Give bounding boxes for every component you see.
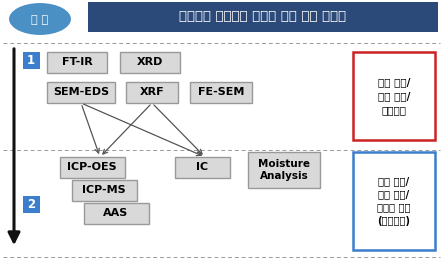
- Text: XRF: XRF: [140, 87, 164, 97]
- Bar: [353, 52, 435, 140]
- Bar: [190, 82, 252, 103]
- Bar: [353, 152, 435, 250]
- Text: 시 료: 시 료: [31, 15, 49, 25]
- Bar: [23, 52, 40, 69]
- Bar: [126, 82, 178, 103]
- Bar: [47, 82, 115, 103]
- Bar: [120, 52, 180, 73]
- Text: SEM-EDS: SEM-EDS: [53, 87, 109, 97]
- Bar: [23, 196, 40, 213]
- Bar: [88, 2, 438, 32]
- Text: FE-SEM: FE-SEM: [198, 87, 244, 97]
- Ellipse shape: [8, 2, 72, 36]
- Bar: [175, 157, 230, 178]
- Text: 2: 2: [27, 198, 35, 211]
- Text: ICP-OES: ICP-OES: [67, 162, 117, 172]
- Text: XRD: XRD: [137, 57, 163, 67]
- Bar: [72, 180, 137, 201]
- Text: Moisture
Analysis: Moisture Analysis: [258, 159, 310, 181]
- Text: FT-IR: FT-IR: [62, 57, 93, 67]
- Bar: [248, 152, 320, 188]
- Text: AAS: AAS: [103, 208, 128, 218]
- Text: IC: IC: [196, 162, 208, 172]
- Text: ICP-MS: ICP-MS: [82, 185, 126, 195]
- Bar: [60, 157, 125, 178]
- Bar: [84, 203, 149, 224]
- Text: 단일성분 무기물질 확인을 위한 분석 체계도: 단일성분 무기물질 확인을 위한 분석 체계도: [179, 10, 346, 23]
- Text: 1: 1: [27, 54, 35, 67]
- Text: 성분 확인/
순도 확인/
물순물 확인
(정량분석): 성분 확인/ 순도 확인/ 물순물 확인 (정량분석): [377, 176, 411, 226]
- Text: 구조 확인/
원소 정보/
입자정보: 구조 확인/ 원소 정보/ 입자정보: [378, 77, 410, 115]
- Bar: [47, 52, 107, 73]
